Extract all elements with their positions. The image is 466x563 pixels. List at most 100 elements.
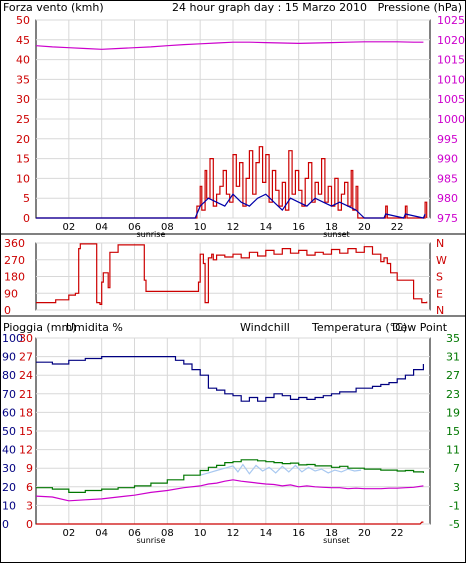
rain-tick-label: 27 bbox=[19, 351, 33, 364]
x-tick-label: 06 bbox=[128, 222, 141, 233]
humidity-tick-label: 60 bbox=[2, 406, 16, 419]
pressure-tick-label: 1000 bbox=[437, 113, 465, 126]
wind-tick-label: 30 bbox=[16, 93, 30, 106]
direction-tick-label: 180 bbox=[4, 271, 25, 284]
sunrise-label: sunrise bbox=[136, 230, 165, 239]
humidity-tick-label: 30 bbox=[2, 462, 16, 475]
wind-tick-label: 35 bbox=[16, 73, 30, 86]
pressure-tick-label: 1025 bbox=[437, 14, 465, 27]
temperature-tick-label: -5 bbox=[449, 518, 460, 531]
sunset-label: sunset bbox=[323, 230, 350, 239]
sunset-label: sunset bbox=[323, 536, 350, 545]
humidity-tick-label: 100 bbox=[2, 332, 23, 345]
dewpoint-legend: Dew Point bbox=[392, 321, 448, 334]
x-tick-label: 18 bbox=[325, 222, 338, 233]
x-tick-label: 08 bbox=[161, 222, 174, 233]
pressure-tick-label: 1015 bbox=[437, 54, 465, 67]
temperature-axis-label: Temperatura (°C) bbox=[311, 321, 407, 334]
x-tick-label: 14 bbox=[259, 222, 272, 233]
x-tick-label: 08 bbox=[161, 528, 174, 539]
humidity-tick-label: 10 bbox=[2, 499, 16, 512]
x-tick-label: 12 bbox=[227, 528, 240, 539]
compass-tick-label: S bbox=[436, 271, 443, 284]
pressure-axis-label: Pressione (hPa) bbox=[378, 1, 462, 14]
pressure-tick-label: 1005 bbox=[437, 93, 465, 106]
windchill-legend: Windchill bbox=[240, 321, 290, 334]
pressure-tick-label: 1020 bbox=[437, 34, 465, 47]
x-tick-label: 14 bbox=[259, 528, 272, 539]
humidity-tick-label: 90 bbox=[2, 351, 16, 364]
wind-direction-series bbox=[36, 243, 428, 305]
x-tick-label: 02 bbox=[62, 222, 75, 233]
rain-axis-label: Pioggia (mm) bbox=[3, 321, 76, 334]
direction-tick-label: 360 bbox=[4, 237, 25, 250]
temperature-tick-label: 15 bbox=[446, 425, 460, 438]
x-tick-label: 04 bbox=[95, 222, 108, 233]
x-tick-label: 10 bbox=[194, 222, 207, 233]
x-tick-label: 16 bbox=[292, 528, 305, 539]
pressure-tick-label: 980 bbox=[437, 192, 458, 205]
compass-tick-label: W bbox=[436, 254, 447, 267]
pressure-tick-label: 990 bbox=[437, 153, 458, 166]
humidity-tick-label: 0 bbox=[2, 518, 9, 531]
compass-tick-label: N bbox=[436, 237, 444, 250]
x-tick-label: 02 bbox=[62, 528, 75, 539]
wind-axis-label: Forza vento (kmh) bbox=[3, 1, 104, 14]
rain-series bbox=[36, 521, 424, 525]
pressure-tick-label: 1010 bbox=[437, 73, 465, 86]
windchill-series bbox=[200, 463, 362, 476]
wind-tick-label: 0 bbox=[23, 212, 30, 225]
sunrise-label: sunrise bbox=[136, 536, 165, 545]
humidity-tick-label: 70 bbox=[2, 388, 16, 401]
temperature-tick-label: 23 bbox=[446, 388, 460, 401]
x-tick-label: 22 bbox=[391, 528, 404, 539]
pressure-tick-label: 985 bbox=[437, 172, 458, 185]
dewpoint-series bbox=[35, 479, 424, 502]
temperature-series bbox=[36, 459, 424, 493]
x-tick-label: 16 bbox=[292, 222, 305, 233]
temperature-tick-label: 7 bbox=[453, 462, 460, 475]
rain-tick-label: 12 bbox=[19, 444, 33, 457]
temperature-tick-label: -1 bbox=[449, 499, 460, 512]
temperature-tick-label: 31 bbox=[446, 351, 460, 364]
x-tick-label: 18 bbox=[325, 528, 338, 539]
wind-tick-label: 10 bbox=[16, 172, 30, 185]
wind-tick-label: 15 bbox=[16, 153, 30, 166]
rain-tick-label: 9 bbox=[26, 462, 33, 475]
direction-tick-label: 270 bbox=[4, 254, 25, 267]
x-tick-label: 20 bbox=[358, 528, 371, 539]
x-tick-label: 06 bbox=[128, 528, 141, 539]
temperature-tick-label: 11 bbox=[446, 444, 460, 457]
x-tick-label: 20 bbox=[358, 222, 371, 233]
temperature-tick-label: 19 bbox=[446, 406, 460, 419]
humidity-tick-label: 40 bbox=[2, 444, 16, 457]
wind-gust-series bbox=[36, 146, 428, 219]
rain-tick-label: 15 bbox=[19, 425, 33, 438]
temperature-tick-label: 27 bbox=[446, 369, 460, 382]
wind-tick-label: 20 bbox=[16, 133, 30, 146]
wind-tick-label: 25 bbox=[16, 113, 30, 126]
chart-elements: 0510152025303540455097598098599099510001… bbox=[2, 14, 465, 545]
humidity-tick-label: 20 bbox=[2, 481, 16, 494]
rain-tick-label: 6 bbox=[26, 481, 33, 494]
rain-tick-label: 24 bbox=[19, 369, 33, 382]
humidity-series bbox=[36, 356, 424, 402]
humidity-tick-label: 50 bbox=[2, 425, 16, 438]
x-tick-label: 04 bbox=[95, 528, 108, 539]
x-tick-label: 22 bbox=[391, 222, 404, 233]
chart-title: 24 hour graph day : 15 Marzo 2010 bbox=[172, 1, 367, 14]
rain-tick-label: 3 bbox=[26, 499, 33, 512]
wind-tick-label: 45 bbox=[16, 34, 30, 47]
x-tick-label: 12 bbox=[227, 222, 240, 233]
pressure-series bbox=[35, 41, 424, 50]
direction-tick-label: 0 bbox=[4, 304, 11, 317]
pressure-tick-label: 975 bbox=[437, 212, 458, 225]
pressure-tick-label: 995 bbox=[437, 133, 458, 146]
compass-tick-label: E bbox=[436, 287, 443, 300]
compass-tick-label: N bbox=[436, 304, 444, 317]
rain-tick-label: 18 bbox=[19, 406, 33, 419]
wind-average-series bbox=[36, 193, 426, 219]
rain-tick-label: 21 bbox=[19, 388, 33, 401]
